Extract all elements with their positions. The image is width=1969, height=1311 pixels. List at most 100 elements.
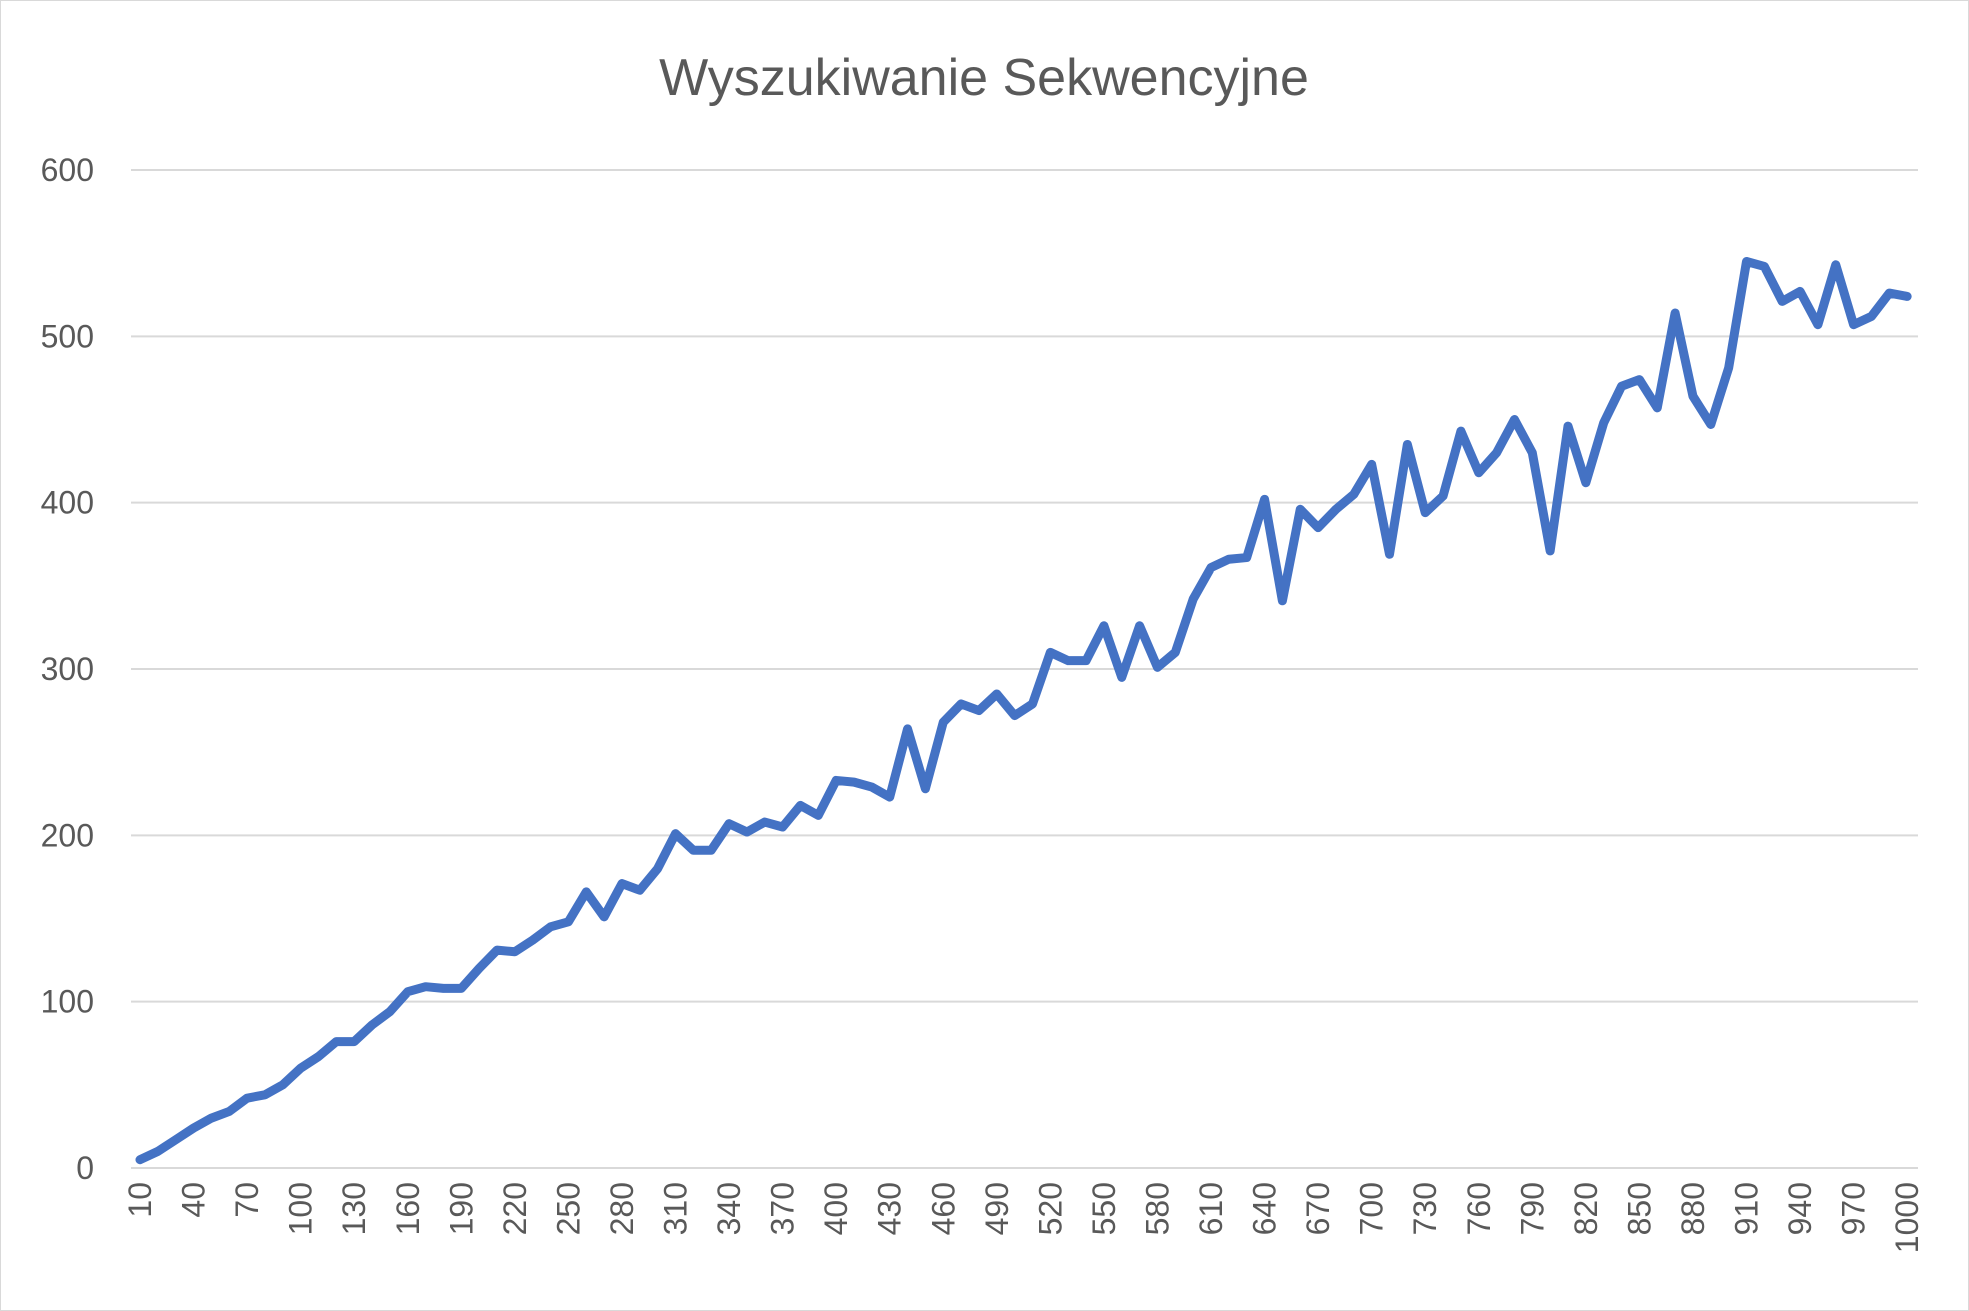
data-point	[531, 939, 534, 942]
data-point	[1120, 676, 1123, 679]
x-tick-label: 700	[1354, 1182, 1390, 1235]
data-point	[1352, 493, 1355, 496]
data-point	[478, 967, 481, 970]
data-point	[442, 987, 445, 990]
chart-title: Wyszukiwanie Sekwencyjne	[659, 49, 1309, 107]
data-point	[1709, 423, 1712, 426]
data-point	[960, 702, 963, 705]
x-tick-label: 880	[1675, 1182, 1711, 1235]
data-point	[1281, 599, 1284, 602]
x-tick-label: 790	[1514, 1182, 1550, 1235]
data-point	[1691, 395, 1694, 398]
data-point	[335, 1040, 338, 1043]
data-point	[585, 890, 588, 893]
x-tick-label: 340	[711, 1182, 747, 1235]
data-point	[1459, 430, 1462, 433]
series-line-0	[135, 256, 1912, 1165]
x-tick-label: 1000	[1889, 1182, 1925, 1253]
data-point	[1549, 549, 1552, 552]
data-point	[1674, 312, 1677, 315]
data-point	[1174, 651, 1177, 654]
data-point	[549, 925, 552, 928]
data-point	[781, 826, 784, 829]
x-tick-label: 610	[1193, 1182, 1229, 1235]
data-point	[1102, 624, 1105, 627]
data-point	[1049, 651, 1052, 654]
x-tick-label: 550	[1086, 1182, 1122, 1235]
data-point	[1567, 425, 1569, 428]
data-point	[1210, 566, 1212, 569]
data-point	[1620, 385, 1623, 388]
data-point	[1263, 498, 1266, 501]
y-tick-label: 300	[41, 651, 94, 687]
data-point	[246, 1097, 249, 1100]
y-tick-label: 0	[76, 1150, 94, 1186]
data-point	[1156, 666, 1159, 669]
x-tick-label: 820	[1568, 1182, 1604, 1235]
data-point	[1067, 659, 1070, 662]
data-point	[513, 950, 516, 953]
data-point	[1299, 508, 1302, 511]
data-point	[1834, 263, 1837, 266]
data-point	[1727, 366, 1730, 369]
data-point	[799, 804, 802, 807]
data-point	[603, 915, 606, 918]
x-tick-label: 310	[658, 1182, 694, 1235]
data-point	[1138, 624, 1141, 627]
data-point	[371, 1023, 374, 1026]
x-tick-label: 640	[1247, 1182, 1283, 1235]
x-tick-label: 760	[1461, 1182, 1497, 1235]
data-point	[1584, 481, 1587, 484]
x-tick-label: 370	[765, 1182, 801, 1235]
x-tick-label: 190	[443, 1182, 479, 1235]
data-point	[1513, 418, 1516, 421]
data-point	[1656, 406, 1659, 409]
data-point	[1442, 495, 1445, 498]
y-tick-label: 500	[41, 318, 94, 354]
data-point	[299, 1067, 302, 1070]
data-point	[263, 1093, 266, 1096]
x-tick-label: 100	[283, 1182, 319, 1235]
data-point	[1317, 526, 1320, 529]
data-point	[281, 1083, 284, 1086]
x-tick-label: 10	[122, 1182, 158, 1218]
x-tick-label: 130	[336, 1182, 372, 1235]
y-tick-label: 600	[41, 152, 94, 188]
data-point	[1227, 558, 1230, 561]
data-point	[139, 1158, 141, 1161]
data-point	[745, 831, 748, 834]
x-tick-label: 460	[925, 1182, 961, 1235]
data-point	[1406, 443, 1409, 446]
data-point	[1477, 471, 1480, 474]
x-tick-label: 400	[818, 1182, 854, 1235]
series-layer	[135, 256, 1912, 1165]
data-point	[1870, 315, 1873, 318]
data-point	[1085, 659, 1088, 662]
data-point	[817, 814, 820, 817]
data-point	[1852, 323, 1855, 326]
data-point	[906, 727, 909, 730]
data-point	[388, 1010, 391, 1013]
data-point	[174, 1138, 177, 1141]
data-point	[1388, 553, 1391, 556]
data-point	[763, 821, 766, 824]
data-point	[835, 779, 838, 782]
x-tick-label: 850	[1621, 1182, 1657, 1235]
data-point	[1638, 378, 1641, 381]
x-tick-label: 220	[497, 1182, 533, 1235]
data-point	[1602, 421, 1605, 424]
data-point	[1192, 598, 1195, 601]
data-point	[460, 987, 463, 990]
data-point	[1370, 463, 1373, 466]
x-tick-label: 520	[1032, 1182, 1068, 1235]
data-point	[977, 709, 980, 712]
gridlines	[131, 169, 1918, 1169]
x-tick-label: 490	[979, 1182, 1015, 1235]
x-tick-label: 70	[229, 1182, 265, 1218]
data-point	[638, 889, 641, 892]
data-point	[424, 985, 427, 988]
data-point	[406, 990, 409, 993]
x-tick-label: 670	[1300, 1182, 1336, 1235]
data-point	[1424, 511, 1427, 514]
